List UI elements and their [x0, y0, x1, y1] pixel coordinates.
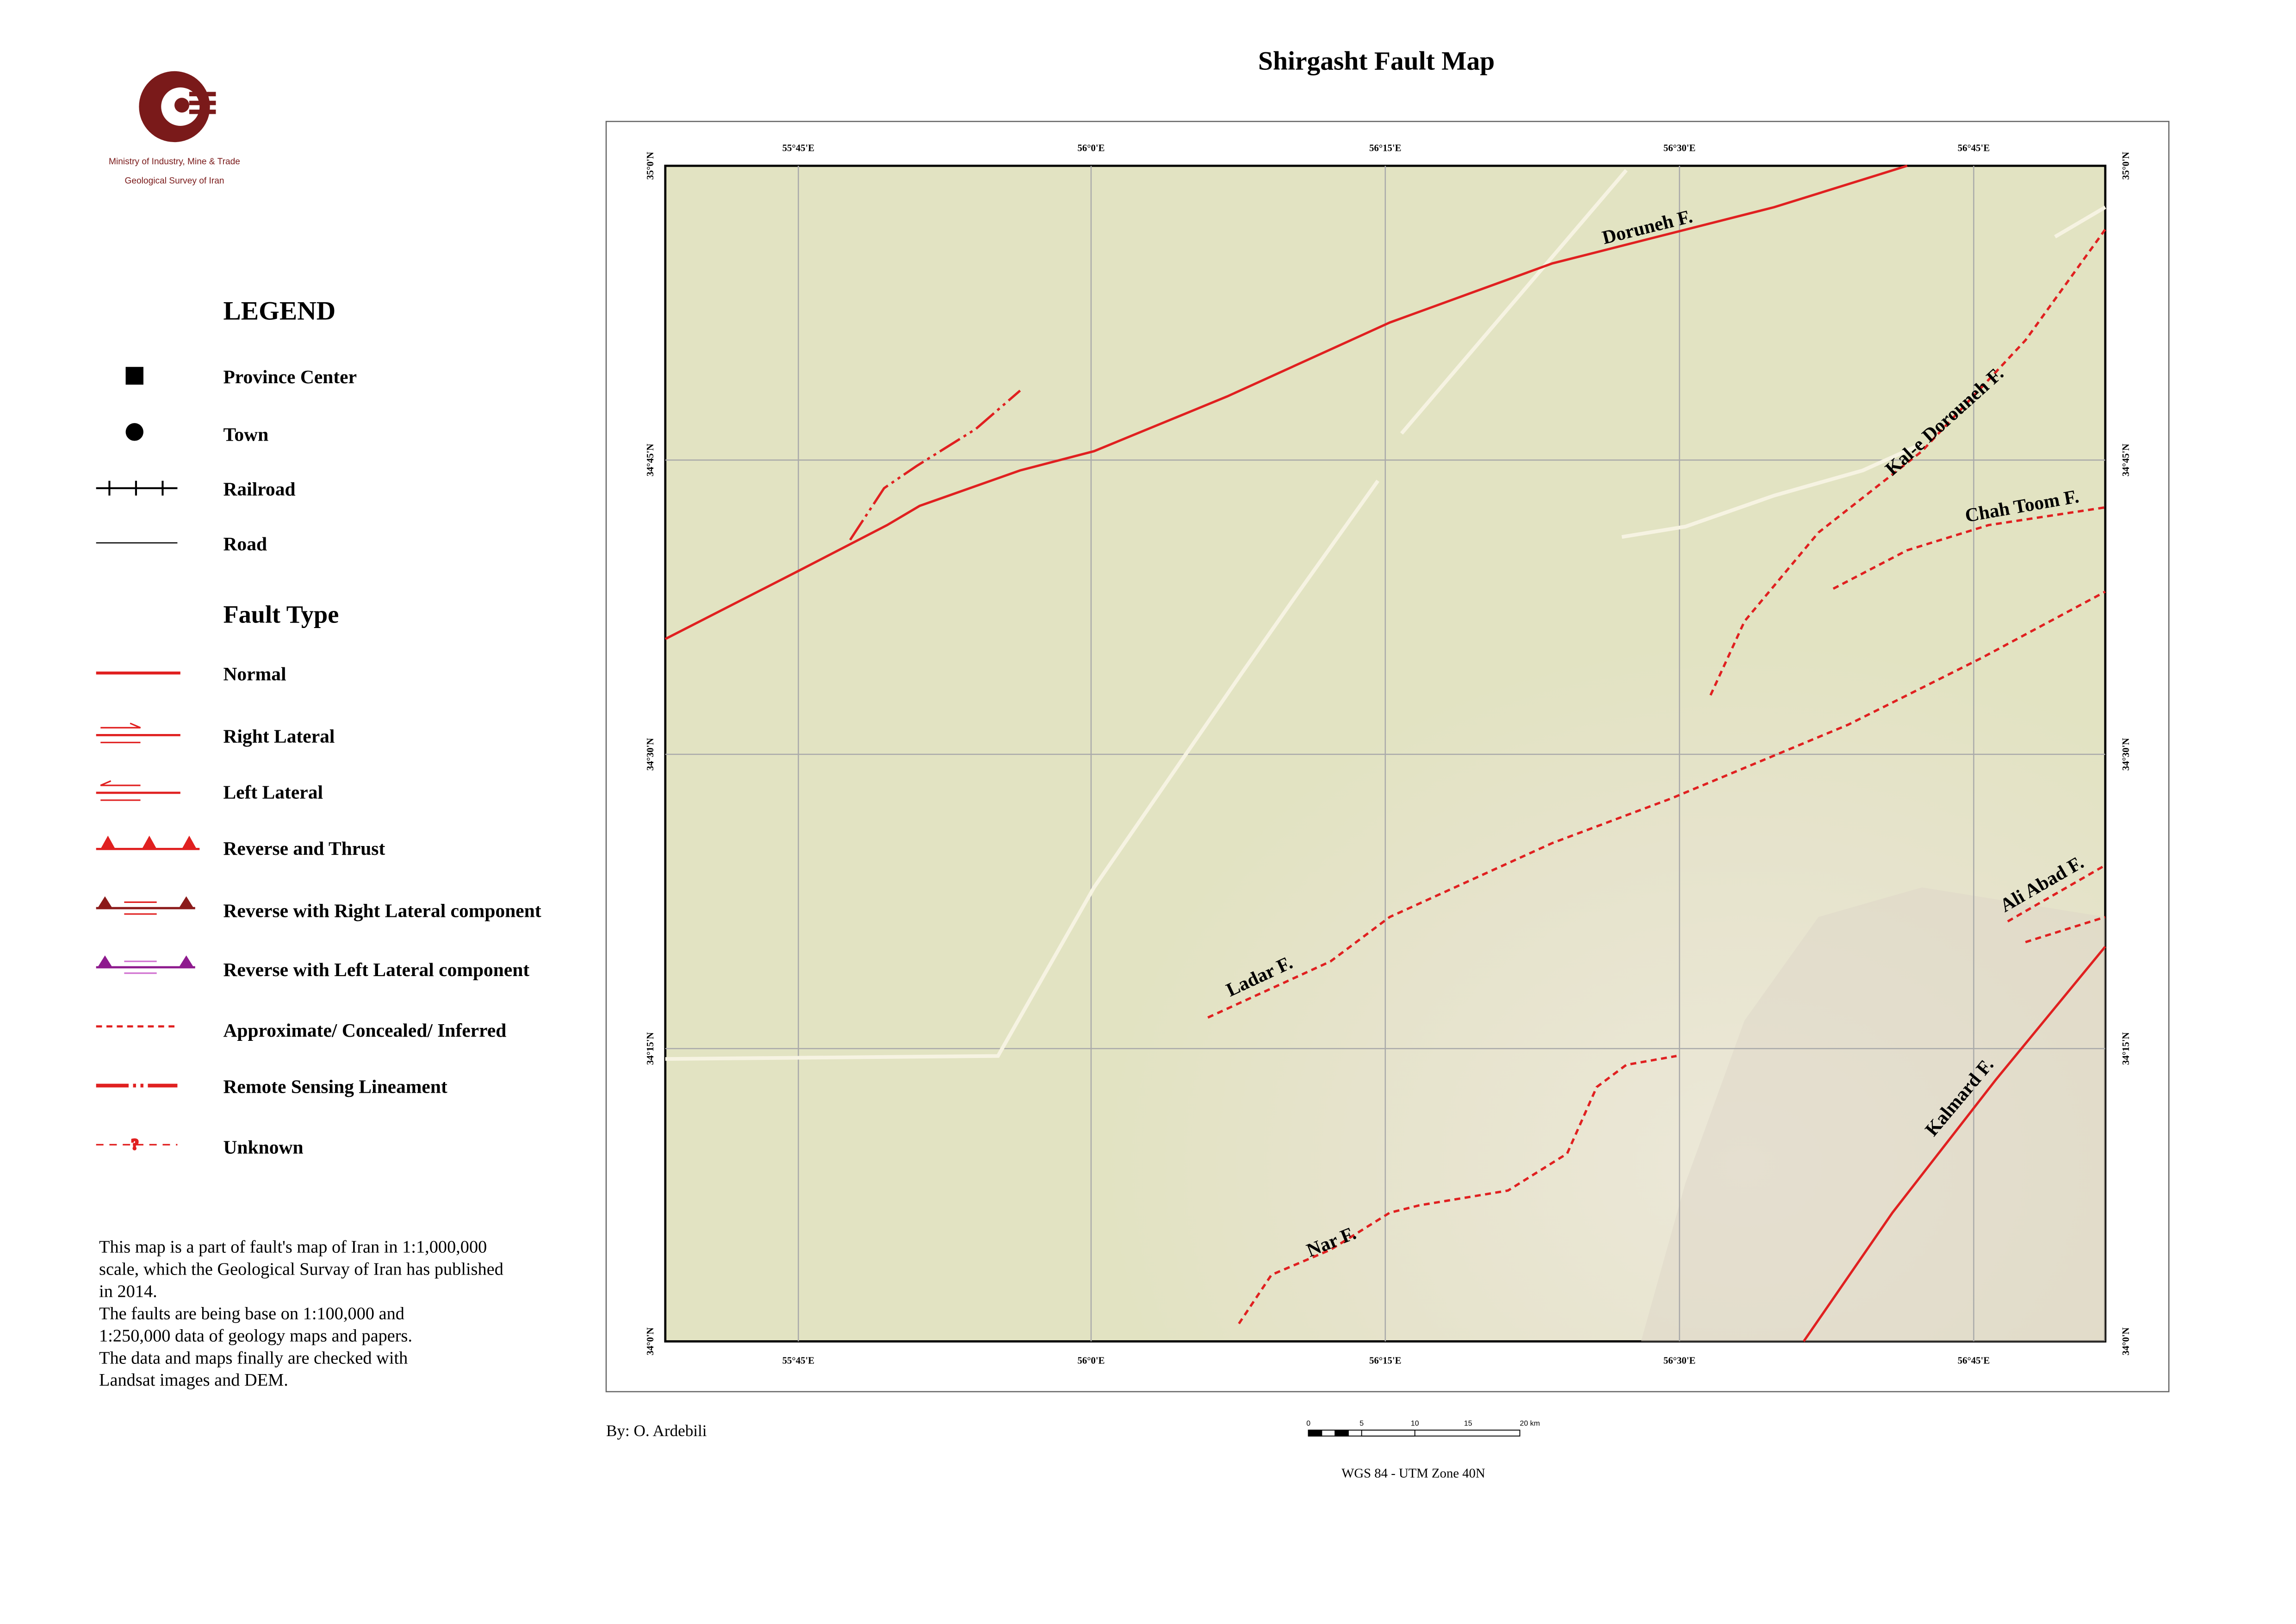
x-label: 56°45'E [1958, 1356, 1990, 1366]
title: Shirgasht Fault Map [1258, 47, 1495, 76]
faults [664, 164, 2106, 1342]
svg-text:?: ? [131, 1136, 138, 1152]
legend-label: Left Lateral [223, 782, 323, 803]
logo: Ministry of Industry, Mine & Trade Geolo… [109, 71, 240, 186]
roads [665, 169, 2106, 1061]
note-line: in 2014. [99, 1282, 157, 1301]
note-line: The data and maps finally are checked wi… [99, 1348, 408, 1368]
scale-label: 10 [1411, 1419, 1419, 1427]
note-line: scale, which the Geological Survay of Ir… [99, 1260, 503, 1279]
logo-line: Geological Survey of Iran [124, 176, 224, 186]
y-label: 34°0'N [645, 1327, 656, 1355]
x-label: 56°0'E [1077, 143, 1105, 153]
y-label: 34°15'N [645, 1032, 656, 1065]
logo-line: Ministry of Industry, Mine & Trade [109, 157, 240, 167]
scale-label: 15 [1464, 1419, 1472, 1427]
legend-title: LEGEND [223, 297, 335, 326]
legend-label: Normal [223, 663, 286, 684]
grid [665, 166, 2105, 1342]
scale-label: 20 km [1520, 1419, 1540, 1427]
legend-symbol [125, 423, 143, 441]
x-label: 56°30'E [1663, 143, 1695, 153]
projection: WGS 84 - UTM Zone 40N [1341, 1466, 1485, 1481]
note-line: The faults are being base on 1:100,000 a… [99, 1304, 404, 1323]
legend-label: Province Center [223, 366, 357, 387]
legend-label: Approximate/ Concealed/ Inferred [223, 1020, 506, 1041]
legend-symbol: ? [96, 671, 200, 1153]
legend-label: Unknown [223, 1137, 303, 1158]
y-label: 34°15'N [2121, 1032, 2131, 1065]
y-label: 35°0'N [2121, 152, 2131, 180]
x-label: 56°0'E [1077, 1356, 1105, 1366]
map-frame [605, 121, 2170, 1393]
x-label: 56°30'E [1663, 1356, 1695, 1366]
legend-label: Reverse with Left Lateral component [223, 959, 529, 980]
note-line: This map is a part of fault's map of Ira… [99, 1238, 487, 1257]
author: By: O. Ardebili [606, 1422, 707, 1440]
x-label: 55°45'E [782, 143, 814, 153]
legend-label: Town [223, 424, 268, 445]
legend-subtitle: Fault Type [223, 601, 339, 628]
y-label: 34°45'N [645, 444, 656, 477]
legend-label: Railroad [223, 479, 295, 500]
y-label: 35°0'N [645, 152, 656, 180]
x-label: 56°45'E [1958, 143, 1990, 153]
legend-symbol [125, 367, 143, 385]
x-label: 56°15'E [1369, 143, 1401, 153]
note-line: 1:250,000 data of geology maps and paper… [99, 1326, 412, 1345]
scale-bar [1308, 1430, 1520, 1437]
relief [1641, 887, 2105, 1342]
x-label: 56°15'E [1369, 1356, 1401, 1366]
legend-label: Remote Sensing Lineament [223, 1076, 447, 1097]
y-label: 34°30'N [645, 738, 656, 771]
legend-triangles [97, 835, 197, 967]
y-label: 34°0'N [2121, 1327, 2131, 1355]
legend-label: Road [223, 533, 267, 554]
legend-label: Right Lateral [223, 725, 335, 747]
legend-symbol [96, 480, 178, 496]
y-label: 34°30'N [2121, 738, 2131, 771]
legend-label: Reverse with Right Lateral component [223, 900, 541, 921]
note-line: Landsat images and DEM. [99, 1370, 288, 1390]
x-label: 55°45'E [782, 1356, 814, 1366]
scale-label: 5 [1359, 1419, 1364, 1427]
y-label: 34°45'N [2121, 444, 2131, 477]
scale-label: 0 [1306, 1419, 1310, 1427]
legend-label: Reverse and Thrust [223, 838, 385, 859]
